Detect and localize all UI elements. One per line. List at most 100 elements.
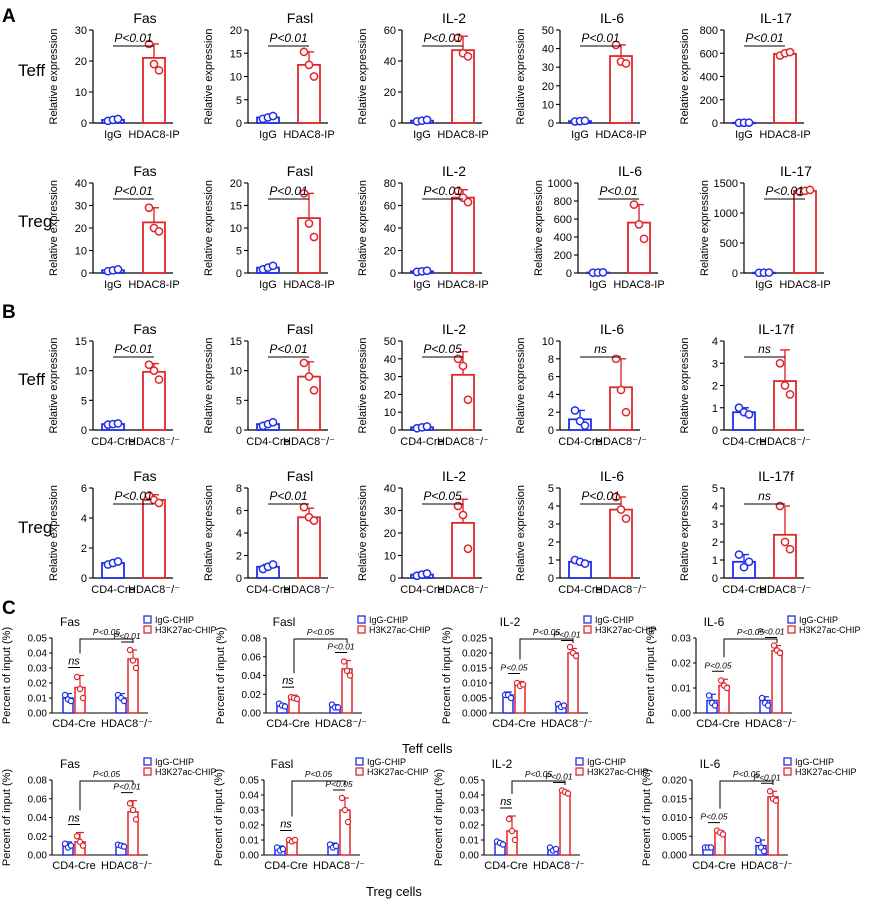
y-tick-label: 4 bbox=[712, 336, 718, 348]
legend-label: H3K27ac-CHIP bbox=[799, 625, 861, 635]
data-point bbox=[309, 385, 319, 395]
data-point bbox=[634, 220, 644, 229]
data-point bbox=[463, 197, 473, 207]
x-tick-label: CD4-Cre bbox=[722, 584, 765, 596]
data-point bbox=[754, 836, 762, 844]
y-tick-label: 1 bbox=[712, 403, 718, 415]
chart-title: IL-2 bbox=[492, 757, 513, 771]
pair-significance-label: P<0.01 bbox=[753, 772, 780, 782]
y-axis-label: Relative expression bbox=[699, 180, 711, 276]
data-point bbox=[299, 358, 309, 368]
y-tick-label: 0 bbox=[390, 268, 396, 280]
x-tick-label: CD4-Cre bbox=[52, 860, 95, 872]
data-point bbox=[734, 550, 744, 559]
data-point bbox=[723, 684, 731, 692]
data-point bbox=[776, 649, 784, 657]
data-point bbox=[154, 375, 164, 384]
data-point bbox=[580, 421, 590, 430]
y-tick-label: 2 bbox=[548, 537, 554, 549]
legend-swatch bbox=[575, 757, 584, 766]
data-point bbox=[744, 118, 754, 128]
caption-teff-cells: Teff cells bbox=[402, 741, 453, 756]
y-tick-label: 400 bbox=[554, 232, 572, 244]
data-point bbox=[463, 52, 473, 61]
x-tick-label: HDAC8-IP bbox=[613, 279, 664, 291]
x-tick-label: HDAC8⁻/⁻ bbox=[101, 718, 153, 730]
x-tick-label: HDAC8⁻/⁻ bbox=[315, 718, 367, 730]
y-tick-label: 0 bbox=[390, 118, 396, 130]
data-point bbox=[453, 33, 463, 43]
chart-7: IL-2 Relative expression 0 20 40 60 80 IgG HDAC8… bbox=[357, 163, 489, 291]
x-tick-label: IgG bbox=[413, 279, 431, 291]
y-tick-label: 0.04 bbox=[460, 791, 480, 802]
y-tick-label: 20 bbox=[384, 528, 396, 540]
data-point bbox=[304, 219, 314, 228]
data-point bbox=[120, 697, 128, 705]
data-point bbox=[775, 358, 785, 368]
y-axis-label: Percent of input (%) bbox=[433, 769, 445, 866]
bar bbox=[767, 796, 779, 856]
y-tick-label: 0.03 bbox=[28, 664, 48, 675]
data-point bbox=[334, 704, 342, 711]
legend-label: H3K27ac-CHIP bbox=[367, 767, 429, 777]
data-point bbox=[719, 831, 727, 838]
x-tick-label: HDAC8-IP bbox=[759, 129, 810, 141]
significance-label: P<0.05 bbox=[423, 342, 462, 356]
y-tick-label: 0.04 bbox=[28, 813, 48, 824]
y-tick-label: 40 bbox=[384, 56, 396, 68]
data-point bbox=[570, 406, 580, 415]
chart-25: Fasl Percent of input (%) 0.00 0.01 0.02 0.03… bbox=[213, 757, 429, 872]
legend-swatch bbox=[583, 615, 592, 624]
pair-significance-label: ns bbox=[280, 819, 292, 831]
y-tick-label: 0.06 bbox=[28, 794, 48, 805]
data-point bbox=[304, 60, 314, 70]
pair-significance-label: ns bbox=[68, 813, 80, 825]
y-tick-label: 0 bbox=[548, 573, 554, 585]
y-tick-label: 10 bbox=[75, 366, 87, 378]
y-tick-label: 0 bbox=[732, 268, 738, 280]
panel-letter-b: B bbox=[2, 302, 16, 323]
group-significance-label: P<0.05 bbox=[305, 769, 332, 779]
data-point bbox=[566, 643, 574, 651]
data-point bbox=[154, 65, 164, 75]
significance-label: P<0.01 bbox=[269, 184, 307, 198]
x-tick-label: HDAC8-IP bbox=[283, 279, 334, 291]
y-tick-label: 4 bbox=[548, 389, 554, 401]
y-tick-label: 0.00 bbox=[242, 709, 262, 720]
y-tick-label: 6 bbox=[236, 506, 242, 518]
data-point bbox=[717, 677, 725, 684]
pair-significance-label: P<0.01 bbox=[327, 642, 354, 652]
y-tick-label: 0.020 bbox=[662, 776, 687, 787]
x-tick-label: IgG bbox=[104, 279, 122, 291]
group-significance-bracket bbox=[79, 638, 134, 654]
data-point bbox=[76, 685, 84, 693]
y-tick-label: 0.05 bbox=[28, 634, 48, 645]
data-point bbox=[453, 354, 463, 364]
y-tick-label: 0 bbox=[81, 573, 87, 585]
chart-24: Fas Percent of input (%) 0.00 0.02 0.04 0.06 0… bbox=[1, 757, 217, 872]
y-axis-label: Relative expression bbox=[679, 338, 691, 434]
y-tick-label: 4 bbox=[236, 528, 242, 540]
y-tick-label: 60 bbox=[384, 25, 396, 37]
y-tick-label: 6 bbox=[81, 483, 87, 495]
chart-4: IL-17 Relative expression 0 200 400 600 800 IgG… bbox=[679, 10, 811, 141]
chart-title: Fas bbox=[133, 321, 156, 337]
data-point bbox=[299, 47, 309, 57]
data-point bbox=[149, 59, 159, 69]
data-point bbox=[611, 40, 621, 50]
chart-title: Fasl bbox=[287, 468, 313, 484]
y-tick-label: 0.06 bbox=[242, 652, 262, 663]
significance-label: P<0.01 bbox=[599, 184, 637, 198]
y-tick-label: 30 bbox=[542, 62, 554, 74]
x-tick-label: HDAC8-IP bbox=[595, 129, 646, 141]
data-point bbox=[338, 794, 346, 802]
chart-11: Fasl Relative expression 0 5 10 15 CD4-CreHDAC… bbox=[203, 321, 335, 448]
data-point bbox=[780, 381, 790, 390]
y-tick-label: 15 bbox=[75, 336, 87, 348]
data-point bbox=[611, 354, 621, 364]
y-tick-label: 0 bbox=[548, 425, 554, 437]
y-tick-label: 0.00 bbox=[28, 709, 48, 720]
x-tick-label: CD4-Cre bbox=[91, 436, 134, 448]
data-point bbox=[73, 673, 81, 681]
data-point bbox=[129, 657, 137, 664]
